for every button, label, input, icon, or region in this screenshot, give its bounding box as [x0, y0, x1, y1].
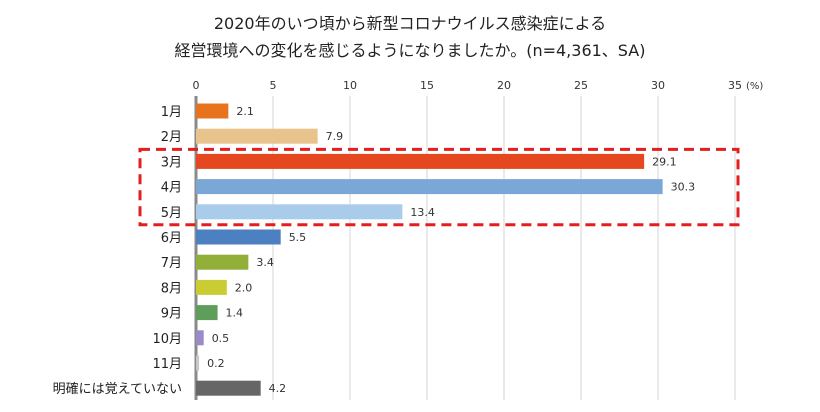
value-label: 2.1	[236, 105, 254, 118]
grid	[194, 96, 736, 400]
x-tick-label-30: 30	[651, 79, 665, 92]
value-label: 3.4	[256, 256, 274, 269]
x-tick-label-0: 0	[193, 79, 200, 92]
category-label: 2月	[161, 130, 182, 145]
bar-1月	[196, 103, 229, 119]
x-tick-label-10: 10	[343, 79, 357, 92]
category-label: 3月	[161, 155, 182, 170]
bar-7月	[196, 254, 249, 270]
x-unit-label: (%)	[746, 81, 763, 92]
category-label: 6月	[161, 231, 182, 246]
bar-11月	[196, 355, 200, 371]
value-label: 13.4	[410, 206, 435, 219]
value-label: 30.3	[671, 181, 696, 194]
x-axis-ticks: 0 5 10 15 20 25 30 35 (%)	[193, 79, 764, 92]
bar-2月	[196, 128, 318, 144]
x-tick-label-25: 25	[574, 79, 588, 92]
bar-8月	[196, 279, 227, 295]
value-label: 0.2	[207, 357, 225, 370]
x-tick-label-15: 15	[420, 79, 434, 92]
value-label: 2.0	[235, 281, 253, 294]
x-tick-label-35: 35	[728, 79, 742, 92]
bar-9月	[196, 305, 218, 321]
chart-title-line-2: 経営環境への変化を感じるようになりましたか。(n=4,361、SA)	[175, 41, 646, 60]
value-label: 7.9	[326, 130, 344, 143]
category-label: 明確には覚えていない	[53, 381, 182, 397]
x-tick-label-20: 20	[497, 79, 511, 92]
value-label: 1.4	[226, 307, 244, 320]
category-label: 11月	[152, 357, 182, 372]
value-label: 4.2	[269, 382, 287, 395]
bar-10月	[196, 330, 204, 346]
bar-明確には覚えていない	[196, 380, 261, 396]
value-label: 29.1	[652, 155, 677, 168]
category-label: 7月	[161, 256, 182, 271]
x-tick-label-5: 5	[270, 79, 277, 92]
category-label: 9月	[161, 307, 182, 322]
chart-title: 2020年のいつ頃から新型コロナウイルス感染症による経営環境への変化を感じるよう…	[175, 14, 646, 60]
category-label: 1月	[161, 105, 182, 120]
category-label: 4月	[161, 181, 182, 196]
bar-3月	[196, 153, 645, 169]
bar-5月	[196, 204, 403, 220]
bar-4月	[196, 179, 663, 195]
bars	[196, 103, 663, 396]
category-label: 8月	[161, 281, 182, 296]
bar-6月	[196, 229, 281, 245]
value-labels: 2.1 7.9 29.1 30.3 13.4 5.5 3.42.0 1.4 0.5 0.2 4.2	[207, 105, 695, 395]
chart-title-line-1: 2020年のいつ頃から新型コロナウイルス感染症による	[214, 14, 606, 33]
category-label: 10月	[152, 332, 182, 347]
value-label: 5.5	[289, 231, 307, 244]
category-label: 5月	[161, 206, 182, 221]
value-label: 0.5	[212, 332, 230, 345]
